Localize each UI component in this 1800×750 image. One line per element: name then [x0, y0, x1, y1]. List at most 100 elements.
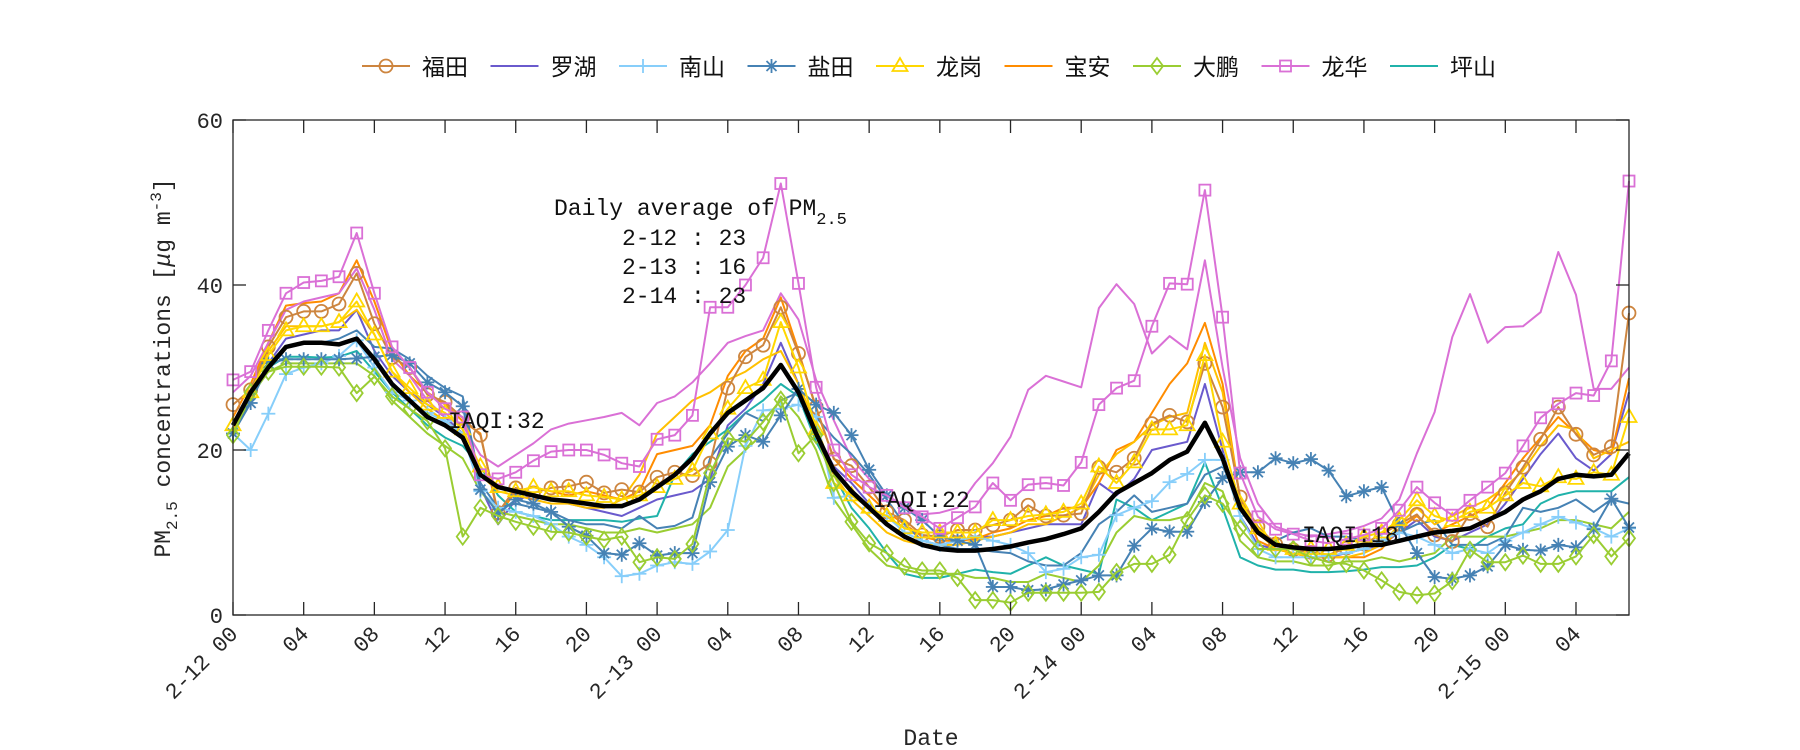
- data-point-marker: [1163, 276, 1176, 290]
- data-point-marker: [1496, 485, 1515, 502]
- data-point-marker: [1021, 546, 1036, 561]
- data-point-marker: [382, 361, 402, 378]
- data-point-marker: [596, 485, 612, 501]
- data-point-marker: [331, 296, 347, 312]
- data-point-marker: [543, 522, 559, 542]
- data-point-marker: [349, 351, 364, 366]
- daily-average-title-sub: 2.5: [816, 211, 847, 230]
- data-point-marker: [1586, 447, 1602, 463]
- legend-marker: [1279, 59, 1292, 73]
- data-point-marker: [880, 488, 894, 502]
- data-point-marker: [1215, 494, 1230, 514]
- legend-item: 龙岗: [876, 55, 982, 81]
- data-point-marker: [314, 274, 328, 288]
- data-point-marker: [490, 506, 506, 526]
- data-point-marker: [1372, 522, 1391, 539]
- data-point-marker: [1127, 538, 1142, 553]
- data-point-marker: [1003, 579, 1018, 594]
- data-point-marker: [350, 226, 364, 240]
- data-point-marker: [1162, 545, 1177, 565]
- data-point-marker: [261, 362, 276, 382]
- data-point-marker: [455, 527, 470, 547]
- data-point-marker: [1019, 506, 1038, 522]
- x-tick-label: 20: [561, 622, 597, 658]
- x-tick-label: 04: [1551, 622, 1587, 658]
- data-point-marker: [420, 375, 435, 390]
- legend-marker: [1149, 56, 1165, 76]
- data-point-marker: [1233, 518, 1248, 538]
- data-point-marker: [527, 454, 540, 468]
- data-point-marker: [950, 533, 965, 548]
- data-point-marker: [703, 300, 717, 314]
- data-point-marker: [685, 534, 700, 554]
- data-point-marker: [329, 312, 349, 329]
- data-point-marker: [615, 456, 629, 470]
- data-point-marker: [702, 463, 718, 483]
- data-point-marker: [1604, 529, 1619, 544]
- data-point-marker: [1533, 431, 1549, 447]
- x-tick-label: 2-13 00: [585, 622, 668, 705]
- data-point-marker: [1390, 510, 1409, 527]
- data-point-marker: [985, 533, 1000, 548]
- x-tick-label: 08: [1197, 622, 1233, 658]
- data-point-marker: [1603, 439, 1619, 455]
- data-point-marker: [632, 536, 647, 551]
- data-point-marker: [526, 496, 541, 511]
- series-layer: [223, 174, 1639, 613]
- x-tick-label: 08: [349, 622, 385, 658]
- x-tick-label: 12: [1268, 622, 1304, 658]
- x-tick-label: 12: [420, 622, 456, 658]
- data-point-marker: [1074, 455, 1088, 469]
- data-point-marker: [845, 468, 858, 482]
- data-point-marker: [720, 523, 735, 538]
- data-point-marker: [756, 412, 771, 432]
- data-point-marker: [791, 443, 806, 463]
- data-point-marker: [1004, 493, 1017, 507]
- data-point-marker: [738, 432, 753, 452]
- data-point-marker: [385, 340, 399, 354]
- data-point-marker: [1142, 419, 1161, 436]
- data-point-marker: [1039, 476, 1053, 490]
- legend-marker: [890, 56, 910, 72]
- y-tick-label: 20: [197, 440, 223, 465]
- data-point-marker: [1425, 506, 1444, 522]
- data-point-marker: [1127, 374, 1141, 388]
- data-point-marker: [862, 462, 877, 477]
- x-axis-label: Date: [903, 726, 958, 750]
- data-point-marker: [1443, 511, 1462, 527]
- data-point-marker: [756, 434, 771, 449]
- data-point-marker: [1515, 546, 1531, 566]
- legend: 福田 罗湖 南山 盐田 龙岗 宝安 大鹏 龙华 坪山: [362, 55, 1496, 81]
- data-point-marker: [438, 402, 452, 416]
- x-tick-label: 04: [1126, 622, 1162, 658]
- data-point-marker: [1197, 452, 1212, 467]
- data-point-marker: [1481, 480, 1495, 494]
- data-point-marker: [915, 510, 929, 524]
- data-point-marker: [1375, 521, 1389, 535]
- data-point-marker: [966, 522, 985, 539]
- data-point-marker: [1339, 554, 1354, 574]
- x-tick-label: 16: [914, 622, 950, 658]
- data-point-marker: [933, 521, 947, 535]
- data-point-marker: [844, 512, 859, 532]
- data-point-marker: [1074, 583, 1089, 603]
- data-point-marker: [1021, 583, 1036, 603]
- daily-average-2-13: 2-13 : 16: [622, 255, 746, 281]
- data-point-marker: [861, 479, 877, 495]
- data-point-marker: [294, 316, 313, 333]
- legend-label: 龙岗: [936, 55, 982, 81]
- data-point-marker: [1036, 504, 1055, 521]
- data-point-marker: [526, 509, 541, 523]
- data-point-marker: [508, 512, 523, 532]
- data-point-marker: [898, 501, 911, 515]
- iaqi-label-2-12: IAQI:32: [448, 409, 545, 435]
- data-point-marker: [1091, 547, 1106, 562]
- data-point-marker: [683, 460, 702, 477]
- x-tick-label: 04: [702, 622, 738, 658]
- data-point-marker: [1109, 464, 1124, 480]
- x-tick-label: 20: [985, 622, 1021, 658]
- data-point-marker: [668, 428, 682, 442]
- data-point-marker: [579, 527, 594, 547]
- data-point-marker: [349, 383, 364, 403]
